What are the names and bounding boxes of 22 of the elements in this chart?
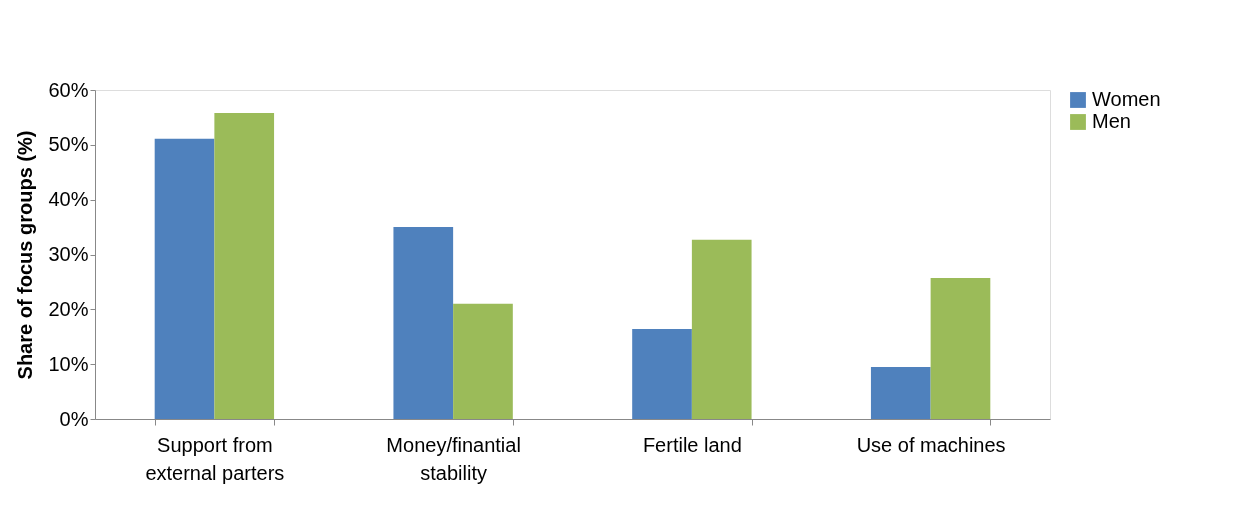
x-tick-label: Use of machines	[856, 433, 1006, 456]
bar	[214, 113, 275, 419]
y-tick-label: 0%	[59, 407, 89, 430]
bar	[453, 303, 513, 419]
legend-label: Women	[1092, 88, 1161, 110]
y-tick-label: 50%	[48, 133, 89, 156]
y-axis-title: Share of focus groups (%)	[14, 130, 37, 380]
y-tick-label: 20%	[48, 297, 89, 320]
bar	[691, 239, 752, 419]
x-tick-label: Fertile land	[642, 433, 742, 456]
bar	[154, 138, 215, 419]
legend-label: Men	[1092, 110, 1131, 132]
y-tick-label: 10%	[48, 352, 89, 375]
x-tick-label: Money/finantial stability	[386, 433, 521, 484]
y-tick-label: 30%	[48, 243, 89, 265]
bar	[930, 278, 991, 419]
y-tick-label: 40%	[48, 188, 89, 211]
bar	[870, 366, 931, 419]
bar	[393, 227, 454, 419]
x-tick-label: Support from external parters	[145, 433, 285, 484]
y-tick-label: 60%	[48, 78, 89, 101]
bar	[632, 329, 692, 419]
